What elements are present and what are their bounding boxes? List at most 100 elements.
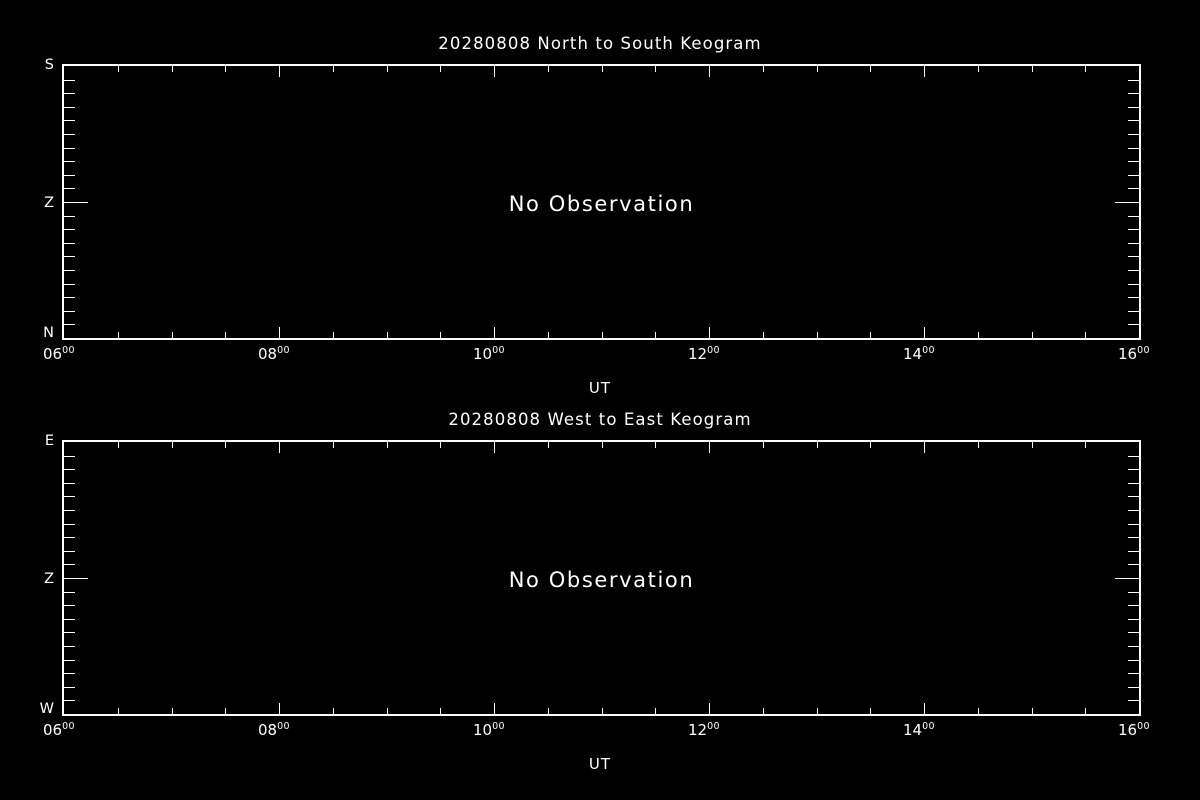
ytick-right-west-east-minor (1128, 564, 1139, 565)
panel-west-east-plot-area: No Observation (62, 440, 1141, 716)
ytick-north-south-minor (64, 148, 75, 149)
xtick-north-south-major (279, 327, 280, 338)
ytick-right-north-south-minor (1128, 297, 1139, 298)
xtick-label-minutes: 00 (922, 345, 935, 356)
ytick-west-east-minor (64, 551, 75, 552)
ytick-west-east-minor (64, 456, 75, 457)
xtick-top-north-south-minor (440, 66, 441, 72)
xtick-north-south-major (494, 327, 495, 338)
panel-west-east-xaxis-label: UT (588, 755, 612, 773)
xtick-label-minutes: 00 (1137, 721, 1150, 732)
ytick-west-east-minor (64, 510, 75, 511)
xtick-west-east-minor (333, 708, 334, 714)
panel-west-east-ytick-label-bottom: W (39, 701, 54, 717)
panel-west-east-ytick-label-top: E (44, 433, 54, 449)
xtick-top-north-south-minor (978, 66, 979, 72)
xtick-west-east-minor (1085, 708, 1086, 714)
xtick-label-hour: 06 (43, 721, 63, 739)
ytick-west-east-minor (64, 646, 75, 647)
xtick-label-west-east-0: 0600 (43, 721, 75, 739)
xtick-label-minutes: 00 (277, 345, 290, 356)
xtick-label-minutes: 00 (922, 721, 935, 732)
xtick-west-east-minor (1032, 708, 1033, 714)
ytick-right-west-east-minor (1128, 660, 1139, 661)
xtick-north-south-minor (548, 332, 549, 338)
ytick-north-south-minor (64, 188, 75, 189)
ytick-north-south-minor (64, 134, 75, 135)
xtick-label-minutes: 00 (707, 721, 720, 732)
xtick-north-south-minor (387, 332, 388, 338)
xtick-west-east-minor (978, 708, 979, 714)
xtick-top-north-south-minor (172, 66, 173, 72)
xtick-label-west-east-4: 1400 (903, 721, 935, 739)
xtick-label-hour: 10 (473, 721, 493, 739)
xtick-label-minutes: 00 (277, 721, 290, 732)
ytick-west-east-minor (64, 619, 75, 620)
xtick-label-north-south-2: 1000 (473, 345, 505, 363)
ytick-north-south-minor (64, 161, 75, 162)
panel-north-south-ytick-label-mid: Z (44, 195, 54, 211)
ytick-right-north-south-minor (1128, 175, 1139, 176)
xtick-label-west-east-5: 1600 (1118, 721, 1150, 739)
xtick-label-hour: 16 (1118, 721, 1138, 739)
xtick-north-south-minor (1032, 332, 1033, 338)
ytick-right-west-east-minor (1128, 619, 1139, 620)
xtick-top-west-east-minor (655, 442, 656, 448)
ytick-right-west-east-minor (1128, 700, 1139, 701)
xtick-top-north-south-minor (602, 66, 603, 72)
xtick-top-north-south-minor (118, 66, 119, 72)
xtick-label-hour: 12 (688, 721, 708, 739)
ytick-right-west-east-minor (1128, 483, 1139, 484)
xtick-north-south-minor (440, 332, 441, 338)
panel-north-south-title: 20280808 North to South Keogram (438, 34, 762, 53)
panel-north-south-ytick-label-bottom: N (43, 325, 54, 341)
xtick-top-west-east-major (924, 442, 925, 453)
ytick-right-north-south-minor (1128, 134, 1139, 135)
ytick-north-south-minor (64, 120, 75, 121)
xtick-north-south-minor (978, 332, 979, 338)
xtick-top-west-east-minor (440, 442, 441, 448)
xtick-top-north-south-major (924, 66, 925, 77)
xtick-label-hour: 14 (903, 345, 923, 363)
xtick-west-east-minor (440, 708, 441, 714)
xtick-north-south-minor (333, 332, 334, 338)
xtick-top-west-east-minor (118, 442, 119, 448)
xtick-top-north-south-major (709, 66, 710, 77)
ytick-right-west-east-minor (1128, 673, 1139, 674)
panel-north-south-no-observation-message: No Observation (508, 192, 695, 216)
ytick-right-west-east-minor (1128, 510, 1139, 511)
xtick-label-minutes: 00 (492, 721, 505, 732)
ytick-north-south-minor (64, 175, 75, 176)
ytick-right-north-south-minor (1128, 324, 1139, 325)
ytick-north-south-minor (64, 324, 75, 325)
ytick-west-east-minor (64, 483, 75, 484)
ytick-right-west-east-minor (1128, 537, 1139, 538)
xtick-label-minutes: 00 (62, 721, 75, 732)
xtick-west-east-minor (655, 708, 656, 714)
ytick-right-north-south-minor (1128, 148, 1139, 149)
xtick-north-south-minor (172, 332, 173, 338)
ytick-west-east-minor (64, 673, 75, 674)
ytick-right-north-south-minor (1128, 93, 1139, 94)
ytick-west-east-minor (64, 592, 75, 593)
ytick-west-east-minor (64, 687, 75, 688)
xtick-label-west-east-3: 1200 (688, 721, 720, 739)
ytick-west-east-minor (64, 469, 75, 470)
xtick-north-south-minor (817, 332, 818, 338)
xtick-label-west-east-2: 1000 (473, 721, 505, 739)
ytick-right-north-south-minor (1128, 188, 1139, 189)
ytick-right-north-south-minor (1128, 216, 1139, 217)
ytick-right-north-south-minor (1128, 270, 1139, 271)
ytick-west-east-minor (64, 605, 75, 606)
xtick-top-north-south-minor (225, 66, 226, 72)
xtick-top-west-east-major (494, 442, 495, 453)
ytick-north-south-minor (64, 270, 75, 271)
xtick-top-north-south-minor (1085, 66, 1086, 72)
xtick-top-west-east-minor (1032, 442, 1033, 448)
xtick-top-west-east-minor (1085, 442, 1086, 448)
xtick-top-north-south-major (494, 66, 495, 77)
panel-west-east-no-observation-message: No Observation (508, 568, 695, 592)
ytick-north-south-minor (64, 229, 75, 230)
ytick-west-east-minor (64, 700, 75, 701)
